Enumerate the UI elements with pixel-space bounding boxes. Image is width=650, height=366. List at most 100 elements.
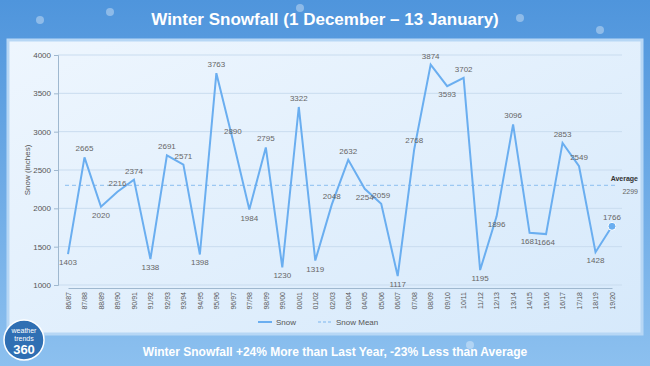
x-tick: 07/08: [411, 292, 418, 310]
x-tick-label: 11/12: [477, 292, 484, 309]
data-label: 3763: [207, 60, 225, 69]
mean-value-label: 2299: [622, 188, 638, 195]
legend-label: Snow Mean: [336, 318, 378, 327]
y-tick-mark: [54, 132, 58, 133]
data-label: 2048: [323, 192, 341, 201]
y-tick-mark: [54, 55, 58, 56]
y-tick-mark: [54, 285, 58, 286]
x-tick: 17/18: [576, 292, 583, 310]
grid-line: [58, 55, 622, 56]
x-tick-label: 94/95: [197, 292, 204, 310]
x-tick: 00/01: [296, 292, 303, 310]
x-tick: 92/93: [164, 292, 171, 310]
x-tick-label: 87/88: [81, 292, 88, 310]
snowflake: [516, 14, 524, 22]
data-label: 1117: [389, 280, 406, 289]
x-tick: 09/10: [444, 292, 451, 310]
x-tick: 02/03: [328, 292, 335, 310]
logo-text: trends: [14, 335, 34, 342]
snowflake: [596, 26, 604, 34]
x-tick-label: 02/03: [328, 292, 335, 310]
x-tick-label: 12/13: [493, 292, 500, 310]
grid-line: [58, 93, 622, 94]
x-tick: 88/89: [98, 292, 105, 310]
y-axis-title: Snow (inches): [23, 144, 32, 195]
data-label: 2571: [174, 152, 192, 161]
logo: weathertrends360: [4, 320, 44, 360]
data-labels: 1403266520202216237413382691257113983763…: [59, 52, 621, 289]
y-tick-label: 1000: [33, 281, 51, 290]
x-tick-label: 09/10: [444, 292, 451, 310]
grid: [58, 55, 622, 285]
legend: SnowSnow Mean: [258, 318, 378, 327]
data-label: 3322: [290, 94, 308, 103]
y-tick: 2500: [33, 166, 58, 175]
x-tick: 90/91: [131, 292, 138, 310]
data-label: 1984: [240, 214, 258, 223]
data-label: 1403: [59, 258, 77, 267]
data-label: 2890: [224, 127, 242, 136]
x-tick-label: 88/89: [98, 292, 105, 310]
series-line: [68, 65, 612, 276]
x-tick: 98/99: [263, 292, 270, 310]
x-tick-label: 89/90: [114, 292, 121, 310]
snowflake: [36, 16, 44, 24]
series-marker: [608, 222, 616, 230]
data-label: 1195: [472, 274, 490, 283]
grid-line: [58, 131, 622, 132]
data-label: 2665: [76, 144, 94, 153]
x-tick: 15/16: [543, 292, 550, 310]
y-tick-mark: [54, 93, 58, 94]
x-tick-label: 13/14: [510, 292, 517, 310]
data-label: 2216: [109, 179, 127, 188]
x-tick-label: 19/20: [609, 292, 616, 310]
x-tick: 86/87: [65, 292, 72, 310]
x-tick: 94/95: [197, 292, 204, 310]
x-tick: 04/05: [361, 292, 368, 310]
data-label: 3702: [455, 65, 473, 74]
y-tick-mark: [54, 208, 58, 209]
x-tick-label: 07/08: [411, 292, 418, 310]
legend-swatch: [318, 321, 332, 323]
y-tick: 3000: [33, 128, 58, 137]
data-label: 1428: [587, 256, 605, 265]
x-tick-label: 01/02: [312, 292, 319, 310]
data-label: 2020: [92, 211, 110, 220]
y-tick-mark: [54, 170, 58, 171]
x-axis: 86/8787/8888/8989/9090/9191/9292/9393/94…: [65, 289, 616, 310]
y-tick: 4000: [33, 51, 58, 60]
panel: [8, 40, 642, 334]
x-tick: 13/14: [510, 292, 517, 310]
x-tick: 91/92: [147, 292, 154, 310]
data-label: 1896: [488, 220, 506, 229]
x-tick: 03/04: [345, 292, 352, 310]
chart: Winter Snowfall (1 December – 13 January…: [0, 0, 650, 366]
x-axis-line: [69, 288, 613, 289]
data-label: 2853: [554, 130, 572, 139]
x-tick-label: 16/17: [559, 292, 566, 310]
x-tick-label: 97/98: [246, 292, 253, 310]
x-tick-label: 15/16: [543, 292, 550, 310]
data-label: 3593: [438, 90, 456, 99]
x-tick-label: 98/99: [263, 292, 270, 310]
logo-badge: [4, 320, 44, 360]
x-tick: 08/09: [427, 292, 434, 310]
y-axis: 1000150020002500300035004000: [33, 51, 58, 290]
x-tick: 05/06: [378, 292, 385, 310]
y-tick-label: 3000: [33, 128, 51, 137]
logo-text: 360: [13, 342, 35, 357]
x-tick: 14/15: [526, 292, 533, 310]
y-axis-line: [54, 56, 59, 286]
data-label: 3096: [504, 111, 522, 120]
x-tick-label: 14/15: [526, 292, 533, 310]
x-tick-label: 08/09: [427, 292, 434, 310]
y-tick-label: 1500: [33, 243, 51, 252]
data-label: 1230: [273, 271, 291, 280]
y-tick-label: 4000: [33, 51, 51, 60]
x-tick-label: 04/05: [361, 292, 368, 310]
x-tick-label: 03/04: [345, 292, 352, 310]
x-tick: 16/17: [559, 292, 566, 310]
x-tick-label: 10/11: [460, 292, 467, 309]
grid-line: [58, 285, 622, 286]
data-label: 2632: [339, 147, 357, 156]
